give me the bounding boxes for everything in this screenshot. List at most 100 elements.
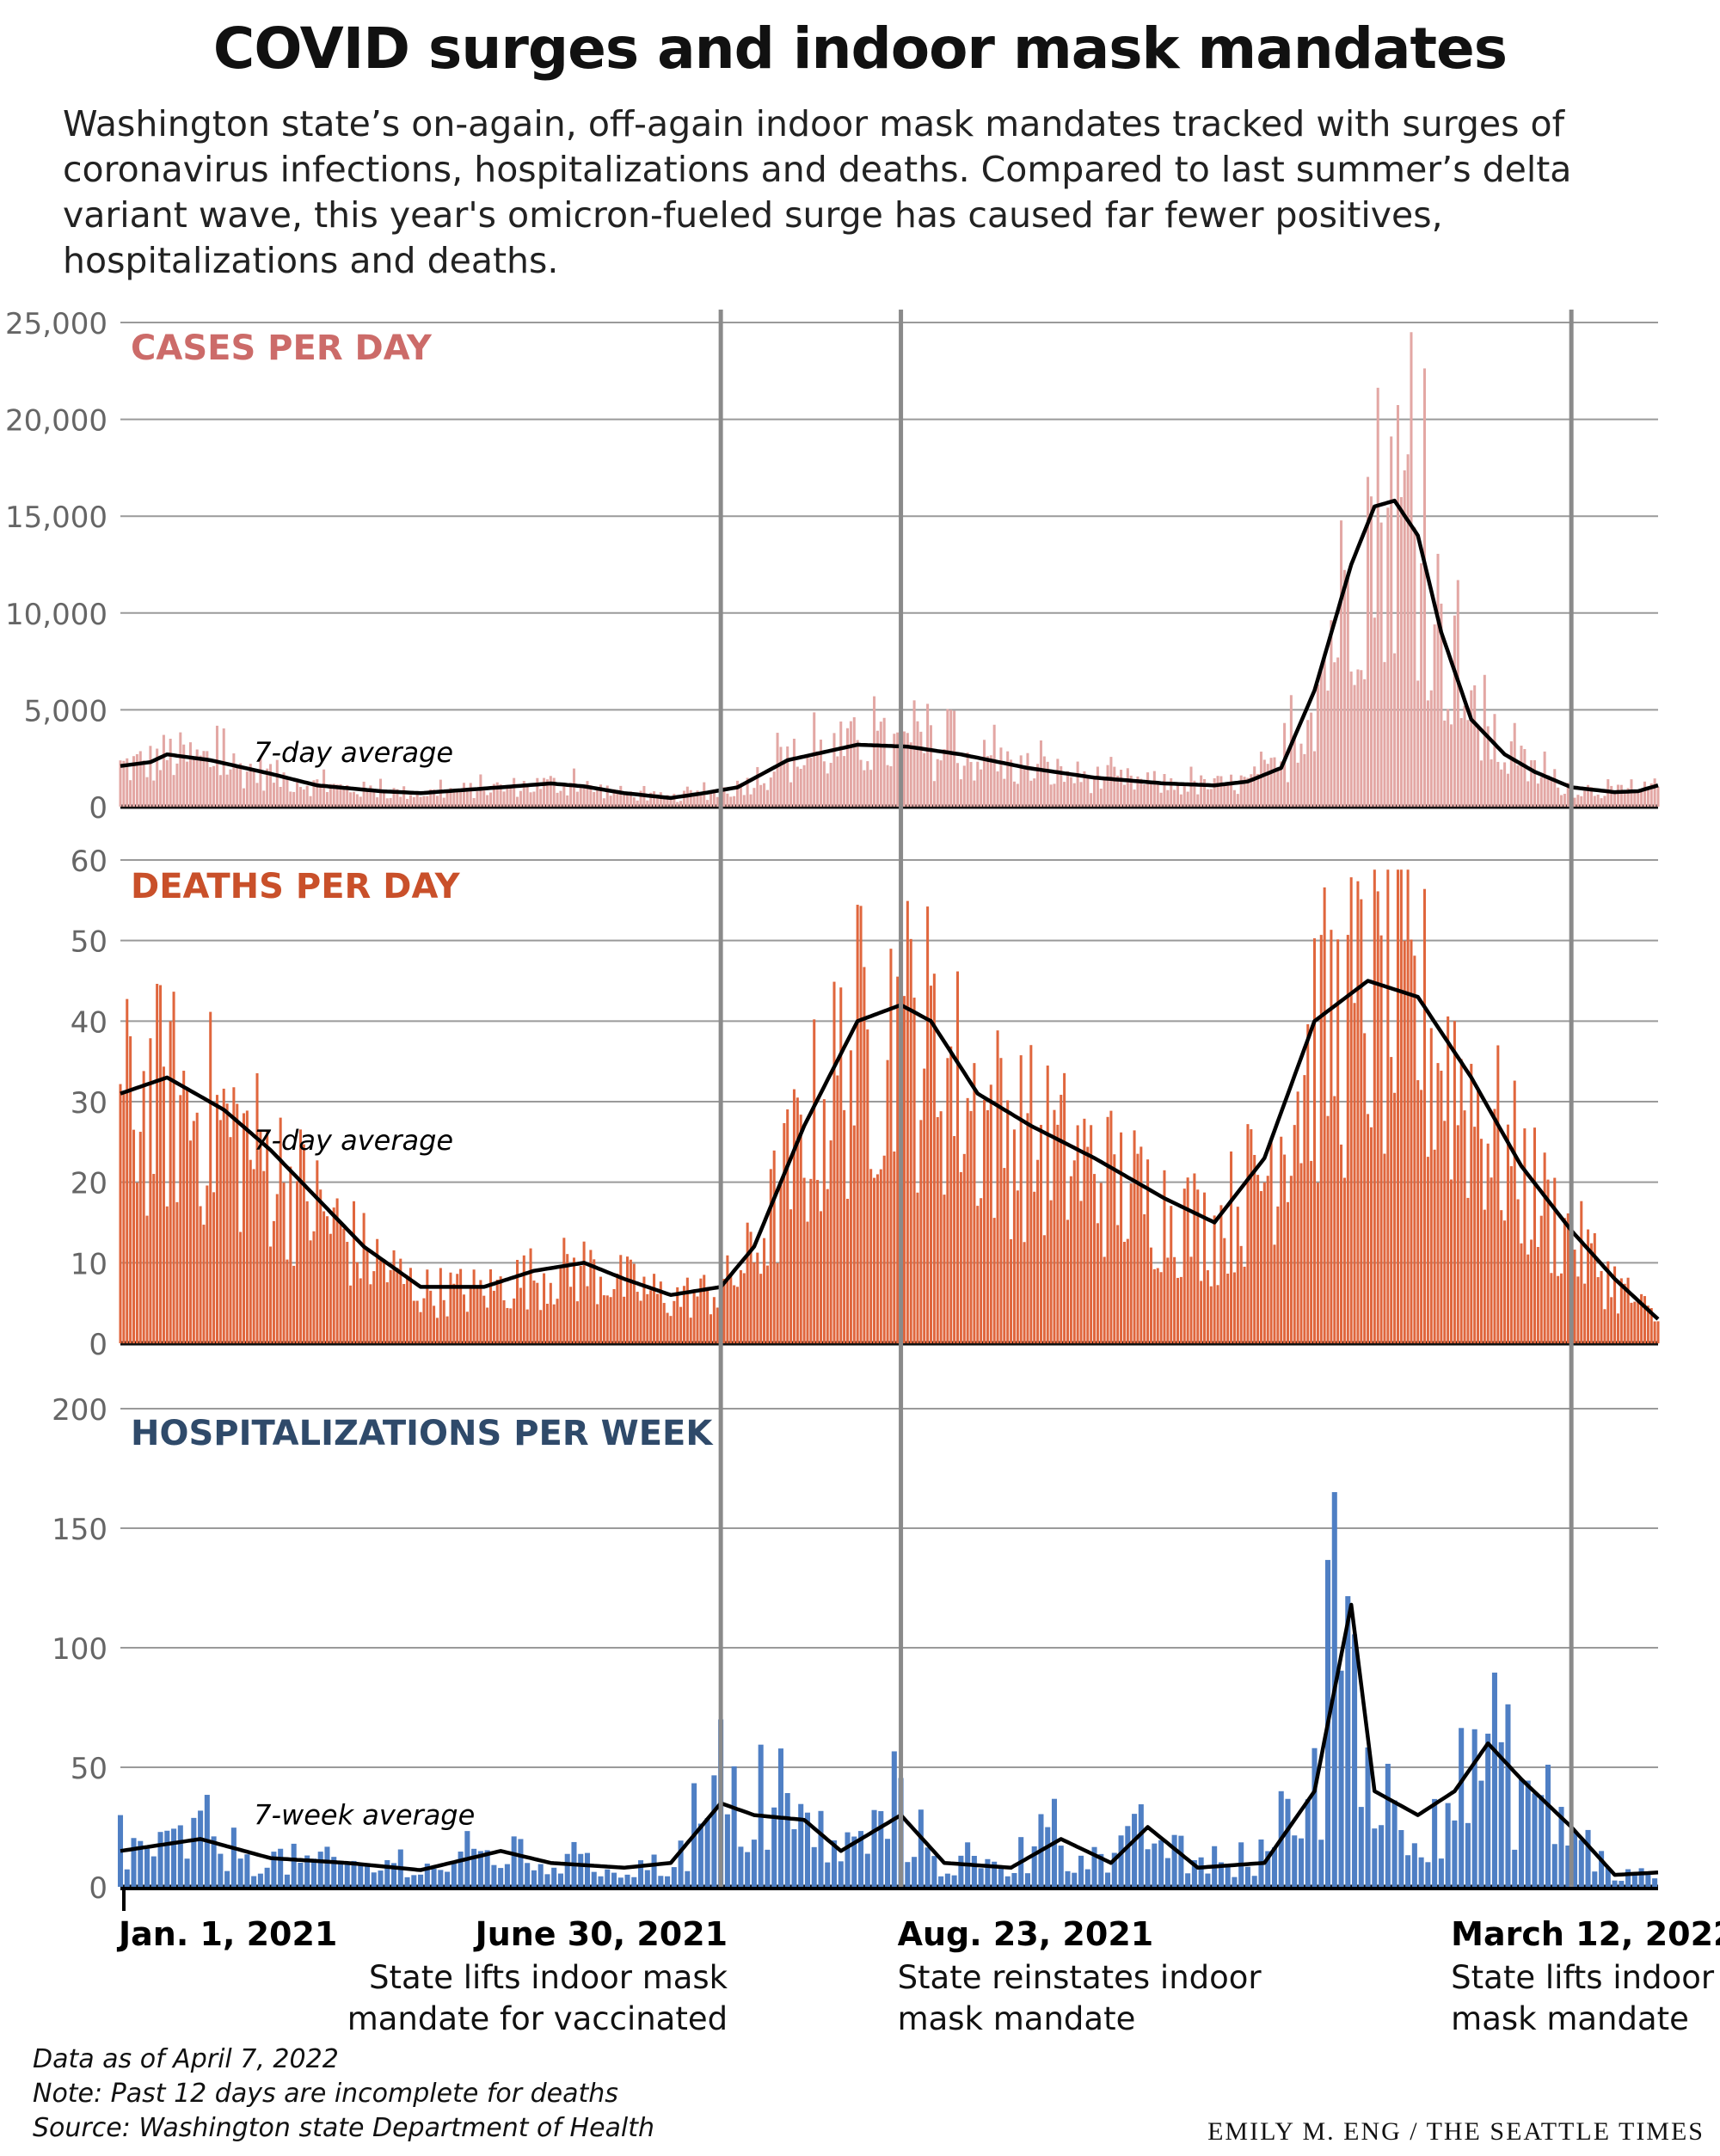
bar xyxy=(909,938,912,1343)
bar xyxy=(1219,1205,1223,1343)
bar xyxy=(804,1812,811,1887)
bar xyxy=(218,1853,224,1887)
bar xyxy=(1563,794,1566,807)
footnotes: Data as of April 7, 2022 Note: Past 12 d… xyxy=(33,2042,654,2146)
bar xyxy=(746,1222,749,1343)
bar xyxy=(1098,1853,1104,1887)
bar xyxy=(599,784,603,807)
bar xyxy=(1253,1154,1256,1343)
bar xyxy=(1443,1121,1447,1343)
bar xyxy=(771,1807,777,1887)
bar xyxy=(818,1810,824,1887)
bar xyxy=(411,1875,417,1887)
bar xyxy=(376,1238,379,1343)
bar xyxy=(1065,1870,1071,1887)
bar xyxy=(1550,1273,1553,1343)
bar xyxy=(1312,751,1317,807)
bar xyxy=(849,721,852,807)
bar xyxy=(304,1855,310,1887)
average-lines xyxy=(120,498,1660,1877)
bar xyxy=(699,795,703,807)
bar xyxy=(329,783,332,807)
bar xyxy=(1069,777,1072,807)
bar xyxy=(924,1847,931,1887)
bar xyxy=(445,1316,449,1343)
bar xyxy=(703,1275,706,1343)
bar xyxy=(1566,1213,1570,1343)
bar xyxy=(1643,781,1646,807)
bar xyxy=(385,798,389,807)
bar xyxy=(624,1874,630,1887)
bar xyxy=(199,755,202,807)
bar xyxy=(252,771,255,807)
bar xyxy=(733,795,736,807)
bar xyxy=(919,1120,923,1343)
bar xyxy=(459,1268,463,1343)
bar xyxy=(1120,770,1123,807)
bar xyxy=(676,1287,679,1343)
bar xyxy=(266,1131,269,1343)
bar xyxy=(605,1869,611,1887)
bar xyxy=(1138,1804,1144,1887)
bar xyxy=(858,1831,864,1887)
bar xyxy=(492,1290,495,1343)
bar xyxy=(863,967,866,1343)
bar xyxy=(1353,685,1356,807)
bar xyxy=(433,789,436,807)
bar xyxy=(1306,1024,1310,1343)
bar xyxy=(809,1178,813,1343)
y-tick-label: 50 xyxy=(71,1752,108,1786)
bar xyxy=(912,700,916,807)
bar xyxy=(169,1021,172,1343)
bar xyxy=(458,1852,464,1887)
bar xyxy=(1512,1849,1518,1887)
bar xyxy=(499,1276,502,1343)
panel-title: CASES PER DAY xyxy=(131,329,433,368)
bar xyxy=(1289,1176,1293,1343)
bar xyxy=(209,766,212,807)
bar xyxy=(649,1290,653,1343)
bar xyxy=(593,791,596,807)
bar xyxy=(1565,1845,1571,1887)
bar xyxy=(331,1857,337,1887)
bar xyxy=(1543,751,1546,807)
bar xyxy=(575,791,579,807)
bar xyxy=(1533,1127,1537,1343)
bar xyxy=(289,1166,292,1343)
bar xyxy=(1010,759,1013,807)
bar xyxy=(1226,1273,1230,1343)
bar xyxy=(1083,771,1086,807)
bar xyxy=(1203,1192,1207,1343)
bar xyxy=(1298,1838,1305,1887)
bar xyxy=(839,987,843,1343)
bar xyxy=(1262,1182,1266,1343)
bar xyxy=(1209,1286,1213,1343)
bar xyxy=(129,1035,132,1343)
bar xyxy=(282,1182,286,1343)
bar xyxy=(1093,1174,1096,1343)
bar xyxy=(399,1258,402,1343)
bar xyxy=(1583,1283,1587,1343)
bar xyxy=(1166,789,1170,807)
bar xyxy=(406,1276,409,1343)
bar xyxy=(739,786,742,807)
bar xyxy=(839,721,843,807)
bar xyxy=(1593,795,1596,807)
bar xyxy=(1560,795,1563,807)
bar xyxy=(298,787,302,807)
bar xyxy=(310,1858,316,1887)
bar xyxy=(255,1072,259,1343)
bar xyxy=(278,1848,284,1887)
bar xyxy=(992,724,996,807)
bar xyxy=(1189,1256,1193,1343)
bar xyxy=(631,1877,637,1887)
bar xyxy=(218,1120,222,1343)
bar xyxy=(1033,778,1036,807)
bar xyxy=(1136,776,1140,807)
bar xyxy=(1096,766,1099,807)
bar xyxy=(486,795,489,807)
bar xyxy=(1269,1141,1273,1343)
bar xyxy=(1589,1243,1593,1343)
bar xyxy=(763,783,766,807)
bar xyxy=(756,766,759,807)
